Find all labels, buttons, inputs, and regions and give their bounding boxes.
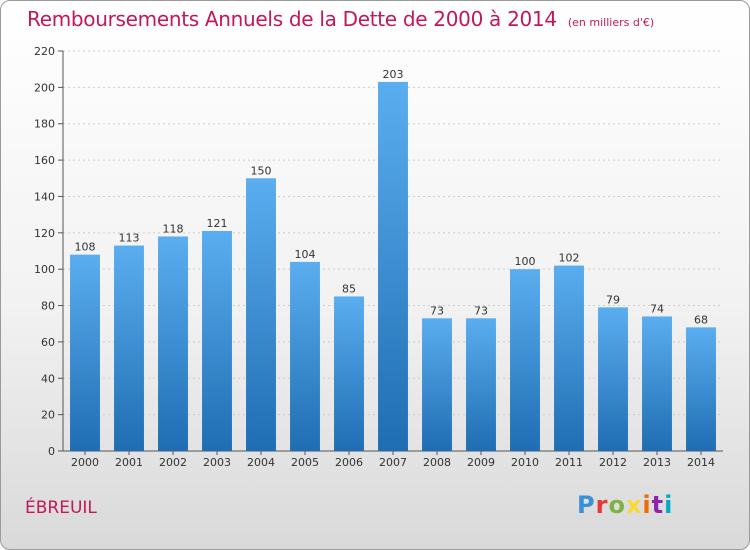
logo-letter: i — [642, 491, 652, 519]
y-tick-label: 140 — [34, 190, 55, 203]
value-label-2008: 73 — [430, 304, 444, 317]
value-label-2011: 102 — [559, 252, 580, 265]
bar-2014 — [686, 327, 716, 451]
x-tick-label-2008: 2008 — [423, 456, 451, 469]
x-tick-label-2006: 2006 — [335, 456, 363, 469]
logo-letter: t — [651, 491, 665, 519]
value-labels: 108 113 118 121 150 104 85 203 73 73 100 102 79 74 68 — [75, 68, 709, 326]
x-tick-label-2001: 2001 — [115, 456, 143, 469]
value-label-2010: 100 — [515, 255, 536, 268]
value-label-2007: 203 — [383, 68, 404, 81]
value-label-2013: 74 — [650, 302, 664, 315]
bar-2008 — [422, 318, 452, 451]
y-tick-label: 200 — [34, 81, 55, 94]
x-tick-label-2014: 2014 — [687, 456, 715, 469]
y-tick-label: 60 — [41, 336, 55, 349]
y-tick-label: 120 — [34, 227, 55, 240]
x-tick-label-2011: 2011 — [555, 456, 583, 469]
bar-2013 — [642, 316, 672, 451]
bar-2007 — [378, 81, 408, 451]
x-tick-label-2007: 2007 — [379, 456, 407, 469]
y-tick-label: 160 — [34, 154, 55, 167]
x-tick-label-2009: 2009 — [467, 456, 495, 469]
value-label-2002: 118 — [163, 222, 184, 235]
bar-2012 — [598, 307, 628, 451]
x-tick-label-2002: 2002 — [159, 456, 187, 469]
logo-letter: x — [625, 491, 643, 519]
logo-letter: o — [608, 491, 626, 519]
value-label-2000: 108 — [75, 241, 96, 254]
value-label-2009: 73 — [474, 304, 488, 317]
proxiti-logo: Proxiti — [577, 491, 673, 519]
value-label-2003: 121 — [207, 217, 228, 230]
x-tick-label-2010: 2010 — [511, 456, 539, 469]
bars — [70, 81, 716, 452]
chart-title-text: Remboursements Annuels de la Dette de 20… — [27, 7, 557, 31]
y-tick-label: 180 — [34, 118, 55, 131]
bar-2004 — [246, 178, 276, 452]
y-tick-label: 100 — [34, 263, 55, 276]
chart-title: Remboursements Annuels de la Dette de 20… — [27, 7, 654, 31]
bar-2000 — [70, 254, 100, 451]
bar-2005 — [290, 261, 320, 451]
axes: 0 20 40 60 80 100 120 140 160 180 200 220 2000 2001 20… — [34, 45, 723, 469]
y-tick-label: 20 — [41, 409, 55, 422]
x-tick-label-2004: 2004 — [247, 456, 275, 469]
value-label-2001: 113 — [119, 232, 140, 245]
bar-2006 — [334, 296, 364, 451]
bar-2011 — [554, 265, 584, 451]
logo-letter: r — [595, 491, 609, 519]
x-tick-label-2013: 2013 — [643, 456, 671, 469]
y-tick-label: 40 — [41, 372, 55, 385]
bar-2009 — [466, 318, 496, 451]
y-tick-label: 80 — [41, 300, 55, 313]
value-label-2006: 85 — [342, 282, 356, 295]
logo-letter: P — [577, 491, 596, 519]
value-label-2005: 104 — [295, 248, 316, 261]
x-tick-label-2005: 2005 — [291, 456, 319, 469]
value-label-2004: 150 — [251, 164, 272, 177]
bar-2002 — [158, 236, 188, 451]
x-tick-label-2012: 2012 — [599, 456, 627, 469]
x-tick-label-2000: 2000 — [71, 456, 99, 469]
bar-2001 — [114, 245, 144, 451]
chart-unit-text: (en milliers d'€) — [567, 16, 655, 29]
y-tick-label: 220 — [34, 45, 55, 58]
y-tick-label: 0 — [48, 445, 55, 458]
value-label-2012: 79 — [606, 293, 620, 306]
value-label-2014: 68 — [694, 313, 708, 326]
bar-2010 — [510, 269, 540, 451]
x-tick-label-2003: 2003 — [203, 456, 231, 469]
bar-2003 — [202, 231, 232, 451]
commune-name: ÉBREUIL — [25, 498, 97, 518]
logo-letter: i — [664, 491, 674, 519]
